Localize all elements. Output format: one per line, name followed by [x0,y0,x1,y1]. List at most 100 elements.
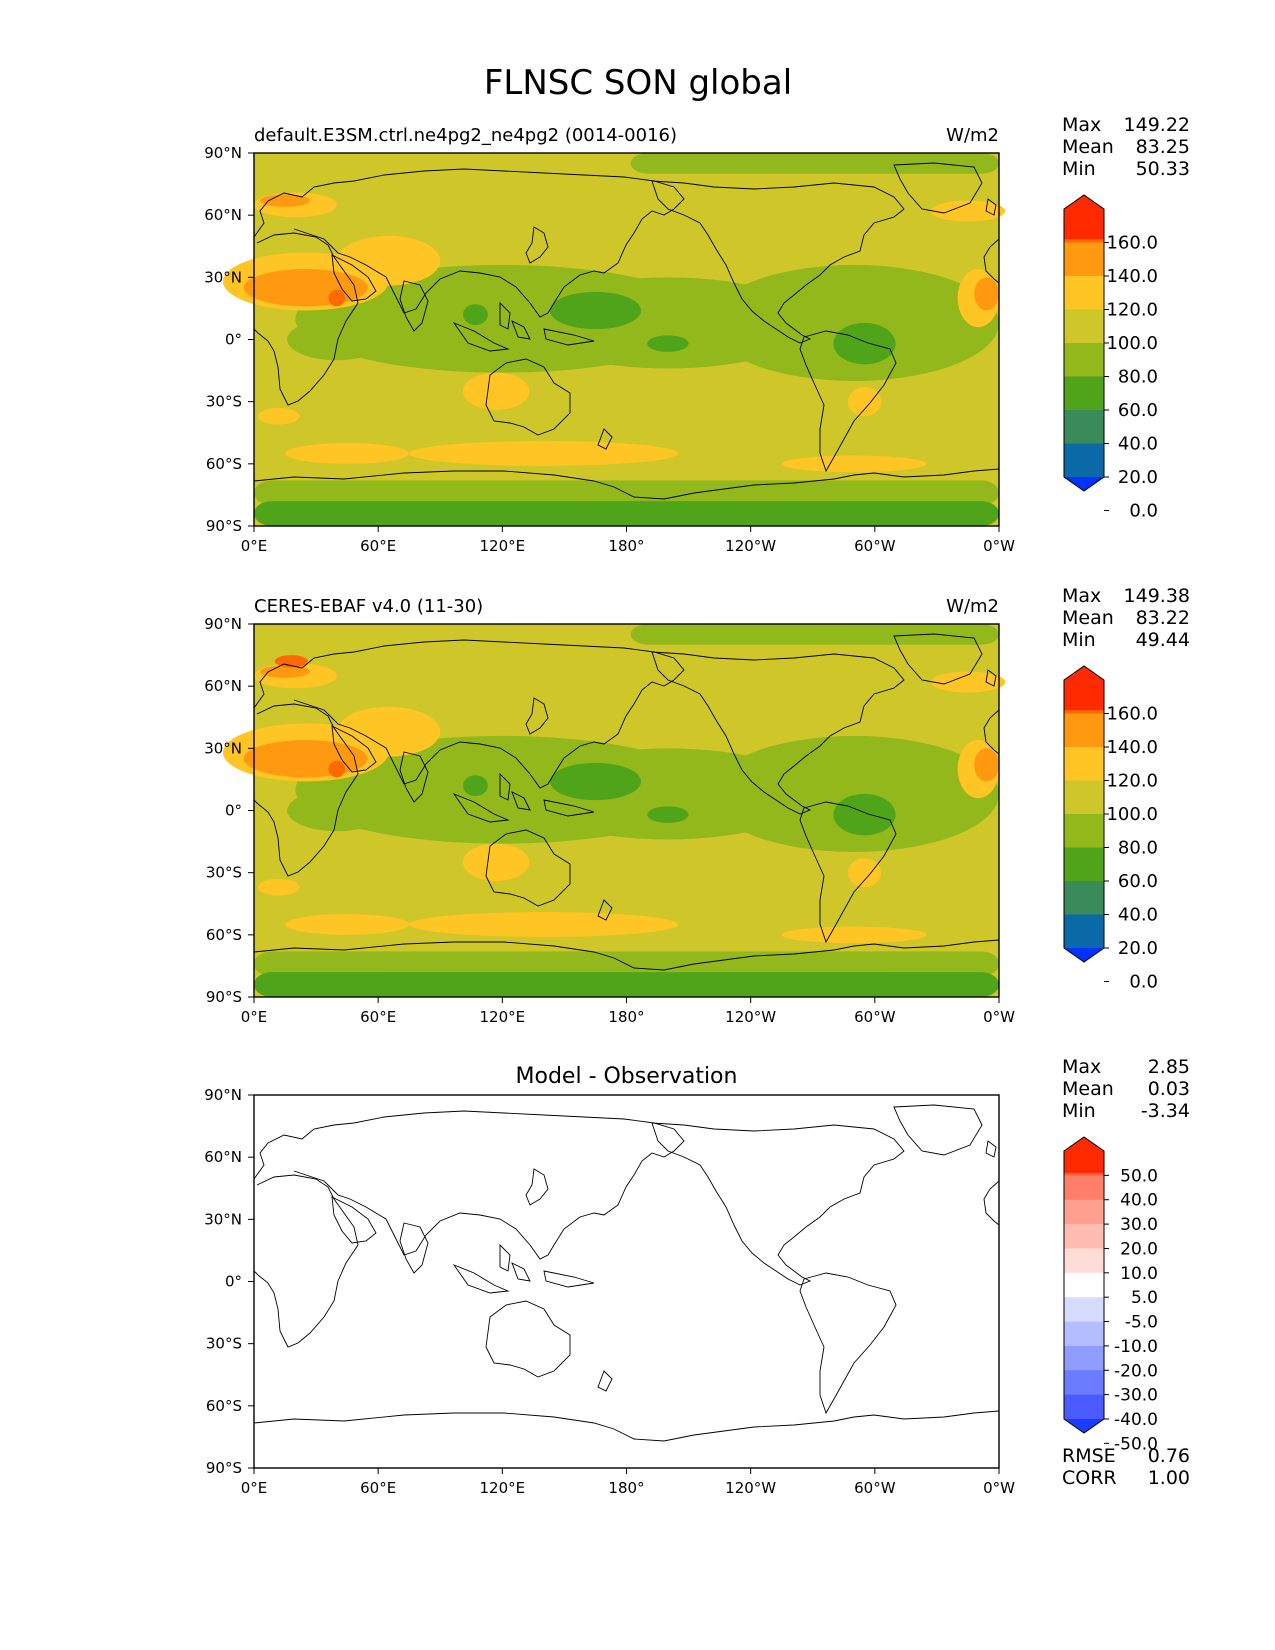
field-contour [287,789,387,832]
x-tick-label: 0°W [983,537,1015,555]
map-area [253,1095,1000,1468]
map-panel-1: 0°E 60°E 120°E 180° 120°W 60°W 0°W 90°N 60°N 30°N… [204,114,1190,555]
x-tick-label: 0°E [241,1479,268,1497]
x-tick-label: 120°E [480,1008,526,1026]
colorbar-extend-top [1064,195,1104,209]
colorbar-segment [1064,343,1104,377]
panel-title: Model - Observation [516,1064,738,1089]
x-tick-label: 120°W [725,1008,776,1026]
colorbar-segment [1064,209,1104,240]
colorbar-label: 160.0 [1106,233,1158,254]
colorbar-label: 140.0 [1106,737,1158,758]
y-tick-label: 30°N [204,268,242,286]
y-tick-label: 90°S [206,517,242,535]
field-contour [260,665,310,678]
x-tick-label: 120°E [480,537,526,555]
colorbar-segment [1064,713,1104,748]
stat-label: Max [1062,114,1101,136]
colorbar-extend-bottom [1064,1419,1104,1433]
field-contour [833,322,896,365]
stat-label: Max [1062,585,1101,607]
field-contour [285,914,410,935]
field-contour [285,443,410,464]
colorbar-label: -5.0 [1125,1313,1158,1333]
colorbar-label: 40.0 [1118,434,1158,455]
colorbar-label: 20.0 [1118,467,1158,488]
y-tick-label: 90°N [204,1086,242,1104]
colorbar-extend-bottom [1064,477,1104,491]
x-tick-label: 0°E [241,1008,268,1026]
field-contour [781,455,927,473]
field-contour [258,878,300,896]
colorbar-segment [1064,1345,1104,1371]
colorbar-segment [1064,410,1104,444]
panel-title: default.E3SM.ctrl.ne4pg2_ne4pg2 (0014-00… [254,125,677,146]
y-tick-label: 60°S [206,926,242,944]
colorbar-extend-top [1064,1137,1104,1151]
y-tick-label: 30°S [206,1335,242,1353]
field-contour [463,775,488,796]
field-contour [549,762,641,801]
y-tick-label: 0° [225,802,242,820]
y-tick-label: 30°N [204,1210,242,1228]
stat-value: 50.33 [1136,158,1190,180]
stat-label: RMSE [1062,1445,1116,1467]
y-tick-label: 90°N [204,615,242,633]
map-fill [222,153,1006,526]
colorbar-label: 120.0 [1106,771,1158,792]
colorbar-segment [1064,1321,1104,1347]
y-tick-label: 30°S [206,393,242,411]
field-contour [463,843,530,881]
map-fill [222,624,1006,997]
colorbar-segment [1064,1370,1104,1396]
colorbar: 160.0 140.0 120.0 100.0 80.0 60.0 40.0 20.0 0.0 [1063,665,1158,993]
colorbar-label: 10.0 [1120,1264,1158,1284]
stat-value: 83.22 [1136,607,1190,629]
stat-label: Mean [1062,136,1114,158]
map-area [222,153,1006,526]
colorbar-label: -20.0 [1114,1361,1158,1381]
map-area [222,624,1006,997]
colorbar-segment [1064,1248,1104,1274]
stat-value: -3.34 [1141,1100,1190,1122]
diff-field [254,1095,999,1468]
field-contour [781,926,927,944]
x-tick-label: 180° [608,1008,644,1026]
stat-value: 149.22 [1124,114,1190,136]
colorbar-segment [1064,1151,1104,1173]
field-contour [647,806,689,823]
stat-label: CORR [1062,1467,1117,1489]
colorbar-segment [1064,1199,1104,1225]
stat-value: 149.38 [1124,585,1190,607]
x-tick-label: 120°W [725,1479,776,1497]
colorbar-segment [1064,242,1104,277]
y-tick-label: 60°N [204,1148,242,1166]
colorbar-label: 50.0 [1120,1166,1158,1186]
field-contour [463,372,530,410]
units-label: W/m2 [946,125,999,146]
field-contour [328,760,346,778]
colorbar: 50.0 40.0 30.0 20.0 10.0 5.0 -5.0 -10.0 -20.0 -30… [1063,1136,1158,1454]
colorbar-label: 160.0 [1106,704,1158,725]
stat-value: 2.85 [1148,1056,1190,1078]
stat-label: Min [1062,1100,1096,1122]
x-tick-label: 180° [608,1479,644,1497]
colorbar-label: 140.0 [1106,266,1158,287]
colorbar-segment [1064,680,1104,711]
field-contour [974,277,999,311]
colorbar-label: 100.0 [1106,333,1158,354]
colorbar-label: 0.0 [1129,501,1158,522]
colorbar-segment [1064,847,1104,882]
colorbar-label: -50.0 [1114,1434,1158,1454]
colorbar-segment [1064,376,1104,411]
x-tick-label: 120°W [725,537,776,555]
colorbar-label: 60.0 [1118,400,1158,421]
colorbar-segment [1064,276,1104,310]
x-tick-label: 120°E [480,1479,526,1497]
colorbar-extend-top [1064,666,1104,680]
colorbar-segment [1064,1175,1104,1201]
y-tick-label: 60°N [204,677,242,695]
colorbar-segment [1064,1272,1104,1298]
figure-title: FLNSC SON global [484,63,792,103]
colorbar-label: -40.0 [1114,1410,1158,1430]
